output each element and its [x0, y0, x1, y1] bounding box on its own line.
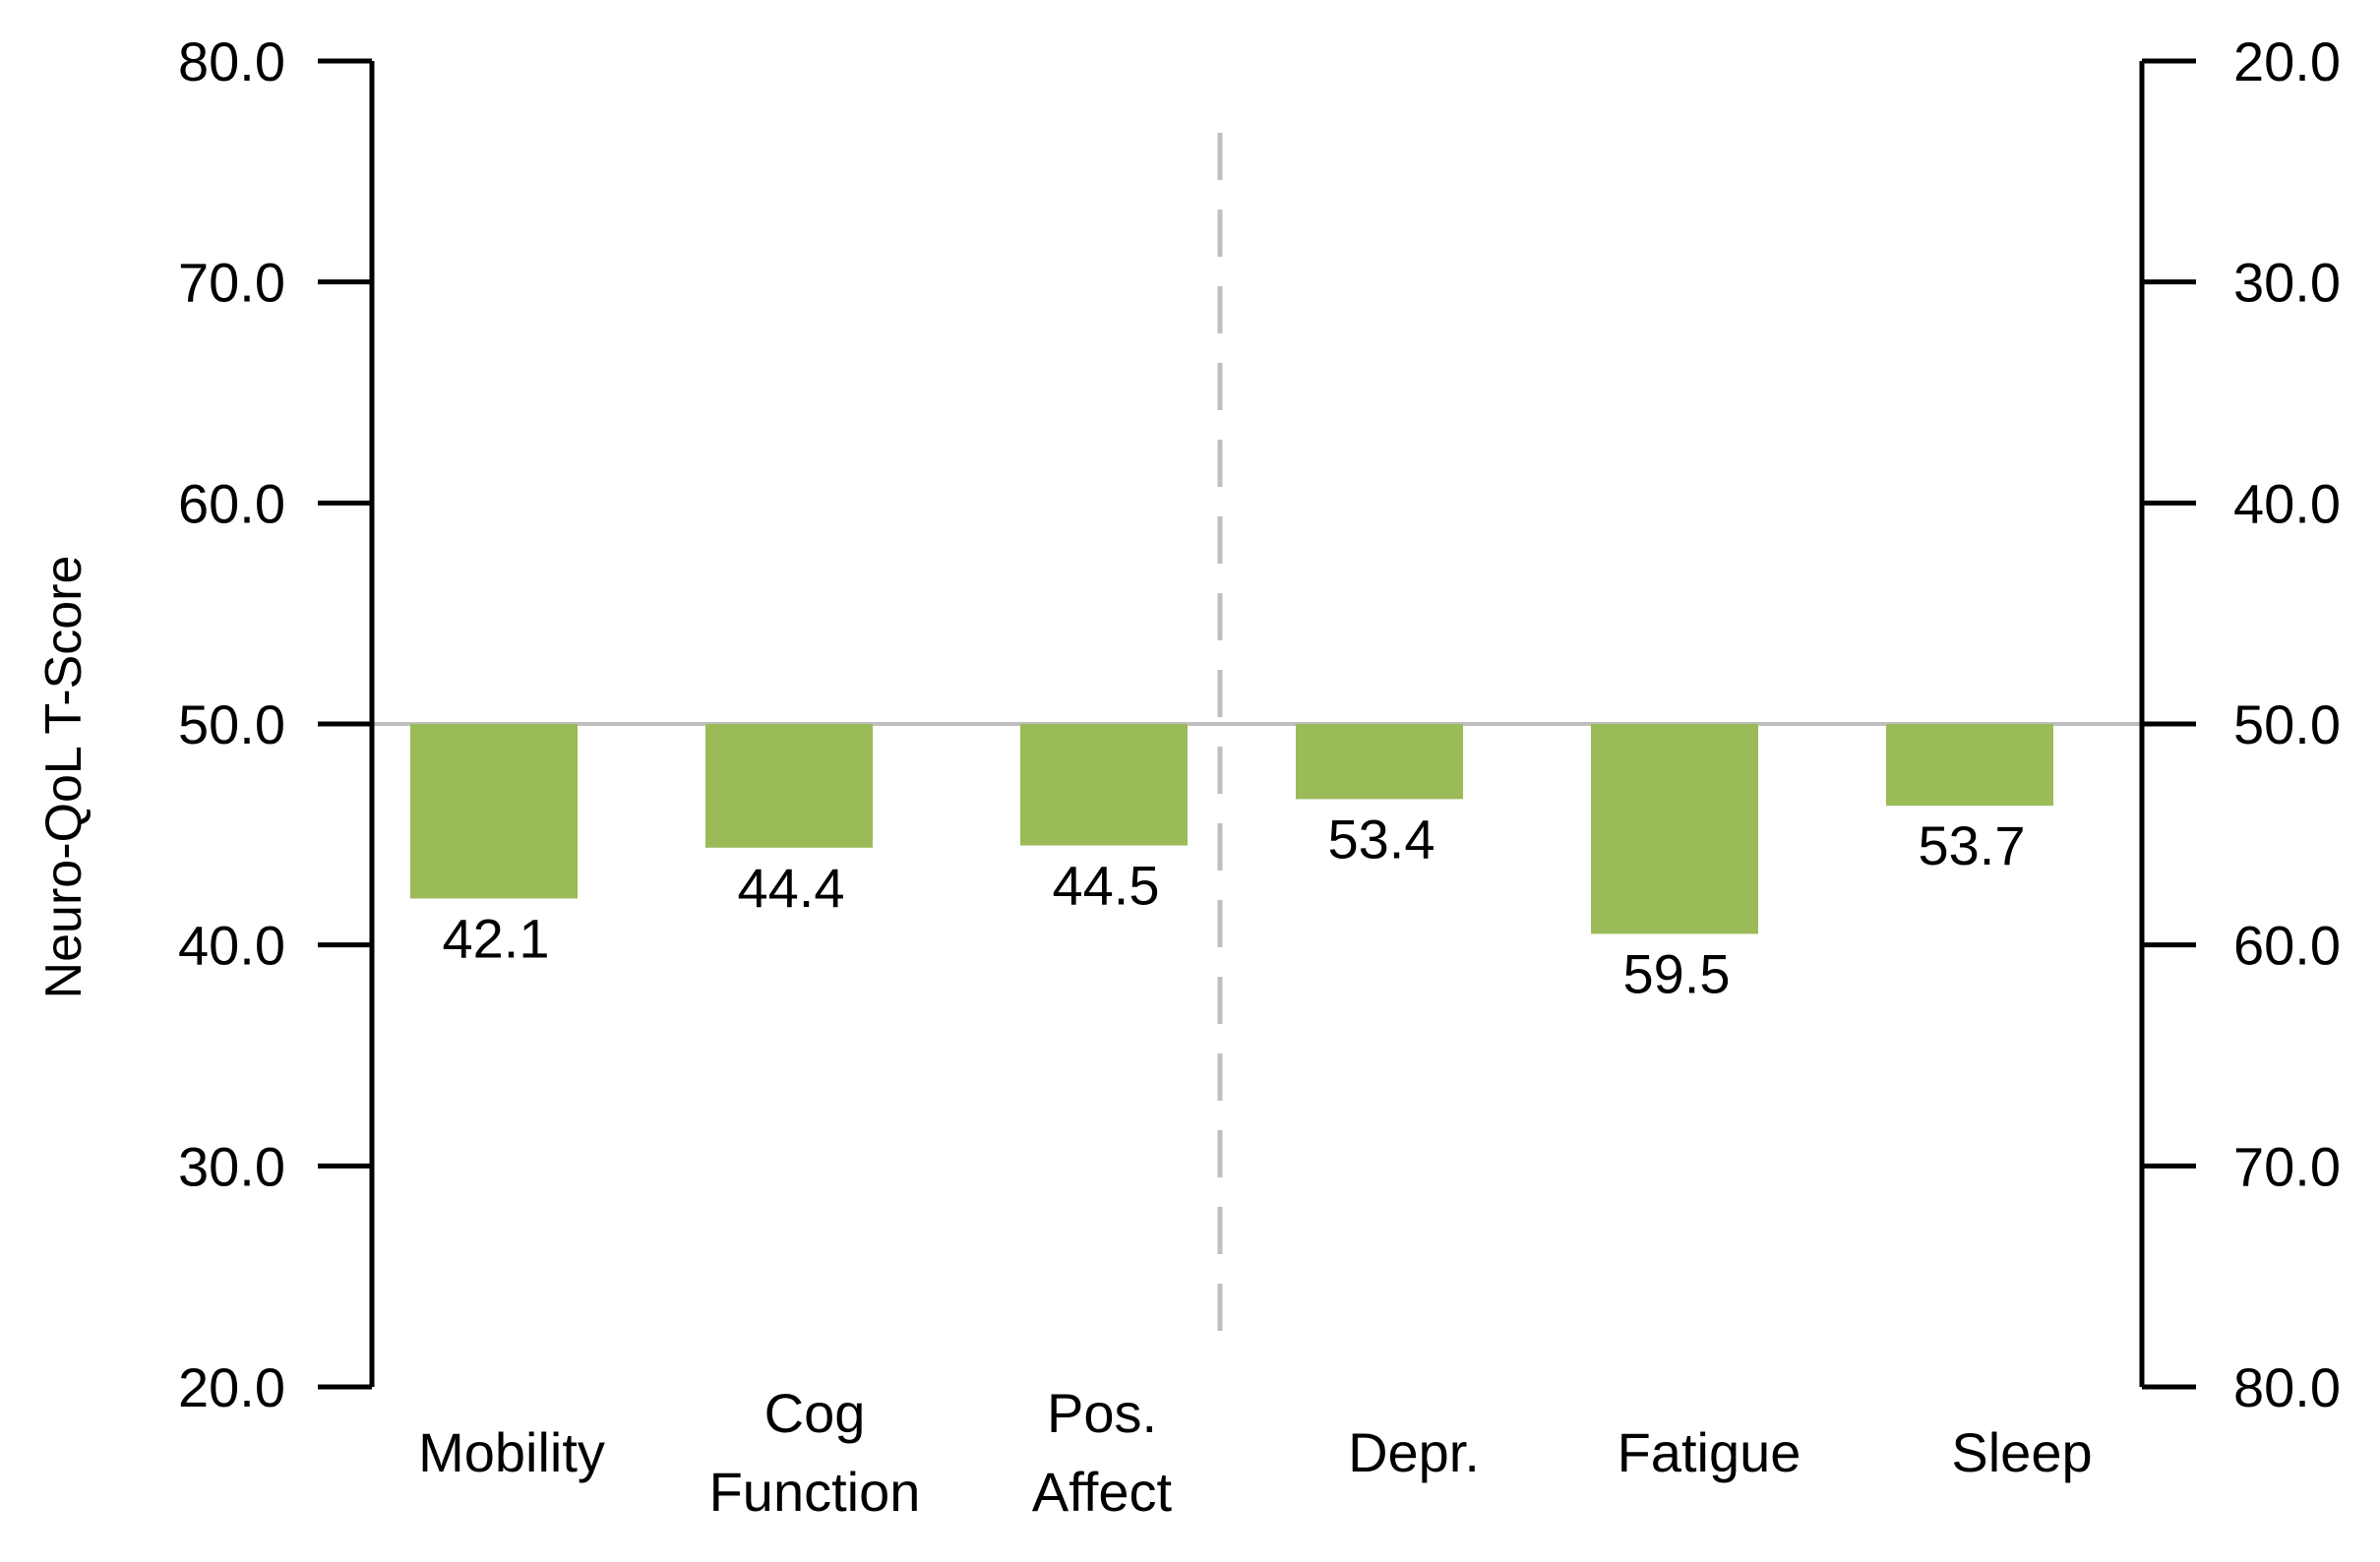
data-label: 53.4 [1328, 808, 1435, 870]
data-label: 44.5 [1053, 855, 1160, 917]
bar [705, 724, 873, 848]
right-tick-label: 80.0 [2233, 1356, 2341, 1418]
right-tick-label: 50.0 [2233, 693, 2341, 755]
right-tick-label: 40.0 [2233, 472, 2341, 534]
left-tick-label: 70.0 [178, 252, 285, 314]
data-label: 53.7 [1919, 814, 2026, 876]
category-label: Cog [764, 1382, 866, 1444]
data-label: 42.1 [443, 907, 550, 969]
left-tick-label: 80.0 [178, 30, 285, 92]
right-tick-label: 20.0 [2233, 30, 2341, 92]
bar [1591, 724, 1758, 934]
category-label: Affect [1032, 1461, 1173, 1523]
category-label: Sleep [1951, 1421, 2092, 1483]
left-tick-label: 40.0 [178, 915, 285, 977]
right-tick-label: 60.0 [2233, 915, 2341, 977]
bar [1020, 724, 1188, 846]
right-tick-label: 70.0 [2233, 1135, 2341, 1197]
left-tick-label: 60.0 [178, 472, 285, 534]
y-axis-title: Neuro-QoL T-Score [35, 556, 92, 999]
category-label: Function [709, 1461, 921, 1523]
category-label: Fatigue [1617, 1421, 1801, 1483]
bar [1296, 724, 1463, 800]
left-tick-label: 50.0 [178, 693, 285, 755]
right-tick-label: 30.0 [2233, 252, 2341, 314]
bar [410, 724, 578, 899]
left-tick-label: 30.0 [178, 1135, 285, 1197]
data-label: 44.4 [738, 857, 845, 919]
bar [1886, 724, 2053, 807]
data-label: 59.5 [1623, 942, 1731, 1004]
category-label: Mobility [418, 1421, 605, 1483]
category-label: Pos. [1047, 1382, 1157, 1444]
category-label: Depr. [1348, 1421, 1480, 1483]
left-tick-label: 20.0 [178, 1356, 285, 1418]
